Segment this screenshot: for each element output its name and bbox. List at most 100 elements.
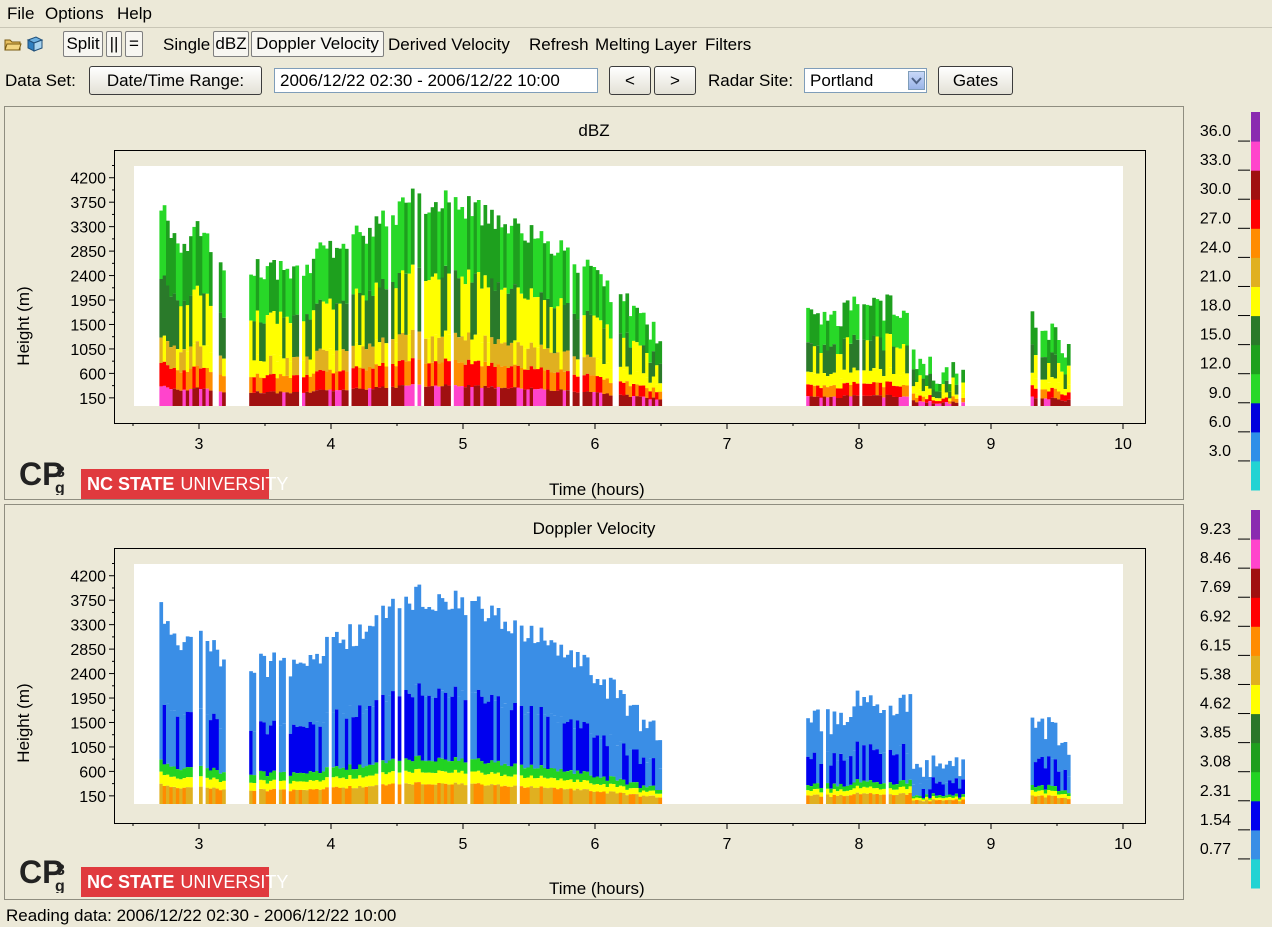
split-button[interactable]: Split [63,31,103,57]
echo-cell [453,757,458,770]
echo-cell [632,794,636,804]
echo-cell [483,763,488,775]
next-button[interactable]: > [654,66,696,95]
date-time-range-field[interactable]: 2006/12/22 02:30 - 2006/12/22 10:00 [274,68,598,93]
echo-cell [865,781,870,788]
echo-cell [417,584,422,684]
echo-cell [875,794,880,804]
menu-options[interactable]: Options [45,4,104,23]
derived-velocity-button[interactable]: Derived Velocity [388,35,510,54]
filters-button[interactable]: Filters [705,35,752,54]
echo-cell [895,374,899,387]
echo-cell [212,767,216,778]
echo-cell [892,795,896,804]
echo-cell [566,247,570,303]
dbz-toggle[interactable]: dBZ [213,31,249,57]
echo-cell [552,642,557,716]
echo-cell [572,782,577,791]
echo-cell [513,763,517,775]
echo-cell [265,734,270,777]
echo-cell [1053,327,1058,355]
doppler-velocity-toggle[interactable]: Doppler Velocity [251,31,384,57]
echo-cell [292,266,296,316]
echo-cell [618,785,623,793]
echo-cell [265,357,270,376]
echo-cell [944,380,949,393]
echo-cell [872,788,876,795]
echo-cell [335,371,339,391]
echo-cell [651,321,656,352]
echo-cell [595,376,600,393]
x-tick-label: 5 [459,436,468,453]
echo-cell [862,780,866,787]
echo-cell [486,223,491,288]
echo-cell [397,273,402,335]
menu-help[interactable]: Help [117,4,152,23]
echo-cell [381,386,385,406]
echo-cell [812,710,817,753]
echo-cell [1066,384,1071,393]
echo-cell [934,398,939,402]
echo-cell [835,354,840,378]
single-button[interactable]: Single [163,35,211,54]
save-book-icon[interactable] [26,36,44,52]
date-time-range-button[interactable]: Date/Time Range: [89,66,262,95]
previous-button[interactable]: < [609,66,651,95]
echo-cell [381,605,385,695]
echo-cell [1043,389,1048,399]
echo-cell [852,367,857,382]
echo-cell [175,769,180,779]
echo-cell [905,783,909,790]
menu-file[interactable]: File [7,4,35,23]
echo-cell [829,792,833,797]
echo-cell [447,334,451,362]
echo-cell [272,788,276,804]
radar-site-select[interactable]: Portland [804,68,927,93]
echo-cell [420,784,425,804]
melting-layer-button[interactable]: Melting Layer [595,35,698,54]
echo-cell [628,794,633,804]
echo-cell [275,378,280,394]
echo-cell [338,303,342,351]
echo-cell [486,701,491,764]
horizontal-split-button[interactable]: = [125,31,143,57]
menu-bar: File Options Help [0,0,1272,28]
echo-cell [443,771,448,784]
open-folder-icon[interactable] [4,36,22,52]
echo-cell [341,713,346,768]
echo-cell [278,725,283,773]
echo-cell [618,778,623,786]
echo-cell [562,305,567,352]
echo-cell [549,713,554,768]
echo-cell [361,295,366,347]
echo-cell [806,795,810,804]
echo-cell [1050,722,1055,759]
echo-cell [384,763,389,775]
refresh-button[interactable]: Refresh [529,35,589,54]
scale-tick-label: 18.0 [1200,298,1231,315]
gates-button[interactable]: Gates [938,66,1013,95]
chevron-down-icon[interactable] [908,71,925,90]
echo-cell [252,672,257,732]
echo-cell [410,772,415,785]
echo-cell [826,788,830,795]
echo-cell [424,386,428,406]
echo-cell [948,799,952,804]
echo-cell [592,267,597,316]
echo-cell [582,771,587,781]
echo-cell [218,355,223,375]
echo-cell [443,384,448,406]
echo-cell [612,776,616,785]
echo-cell [826,397,830,406]
echo-cell [199,786,203,804]
echo-cell [875,788,880,795]
echo-cell [599,785,603,793]
color-swatch [1251,626,1260,656]
echo-cell [862,304,866,340]
echo-cell [381,363,385,387]
echo-cell [500,366,504,389]
echo-cell [166,703,170,764]
vertical-split-button[interactable]: || [106,31,122,57]
echo-cell [822,311,827,345]
y-tick-label: 4200 [70,171,106,188]
